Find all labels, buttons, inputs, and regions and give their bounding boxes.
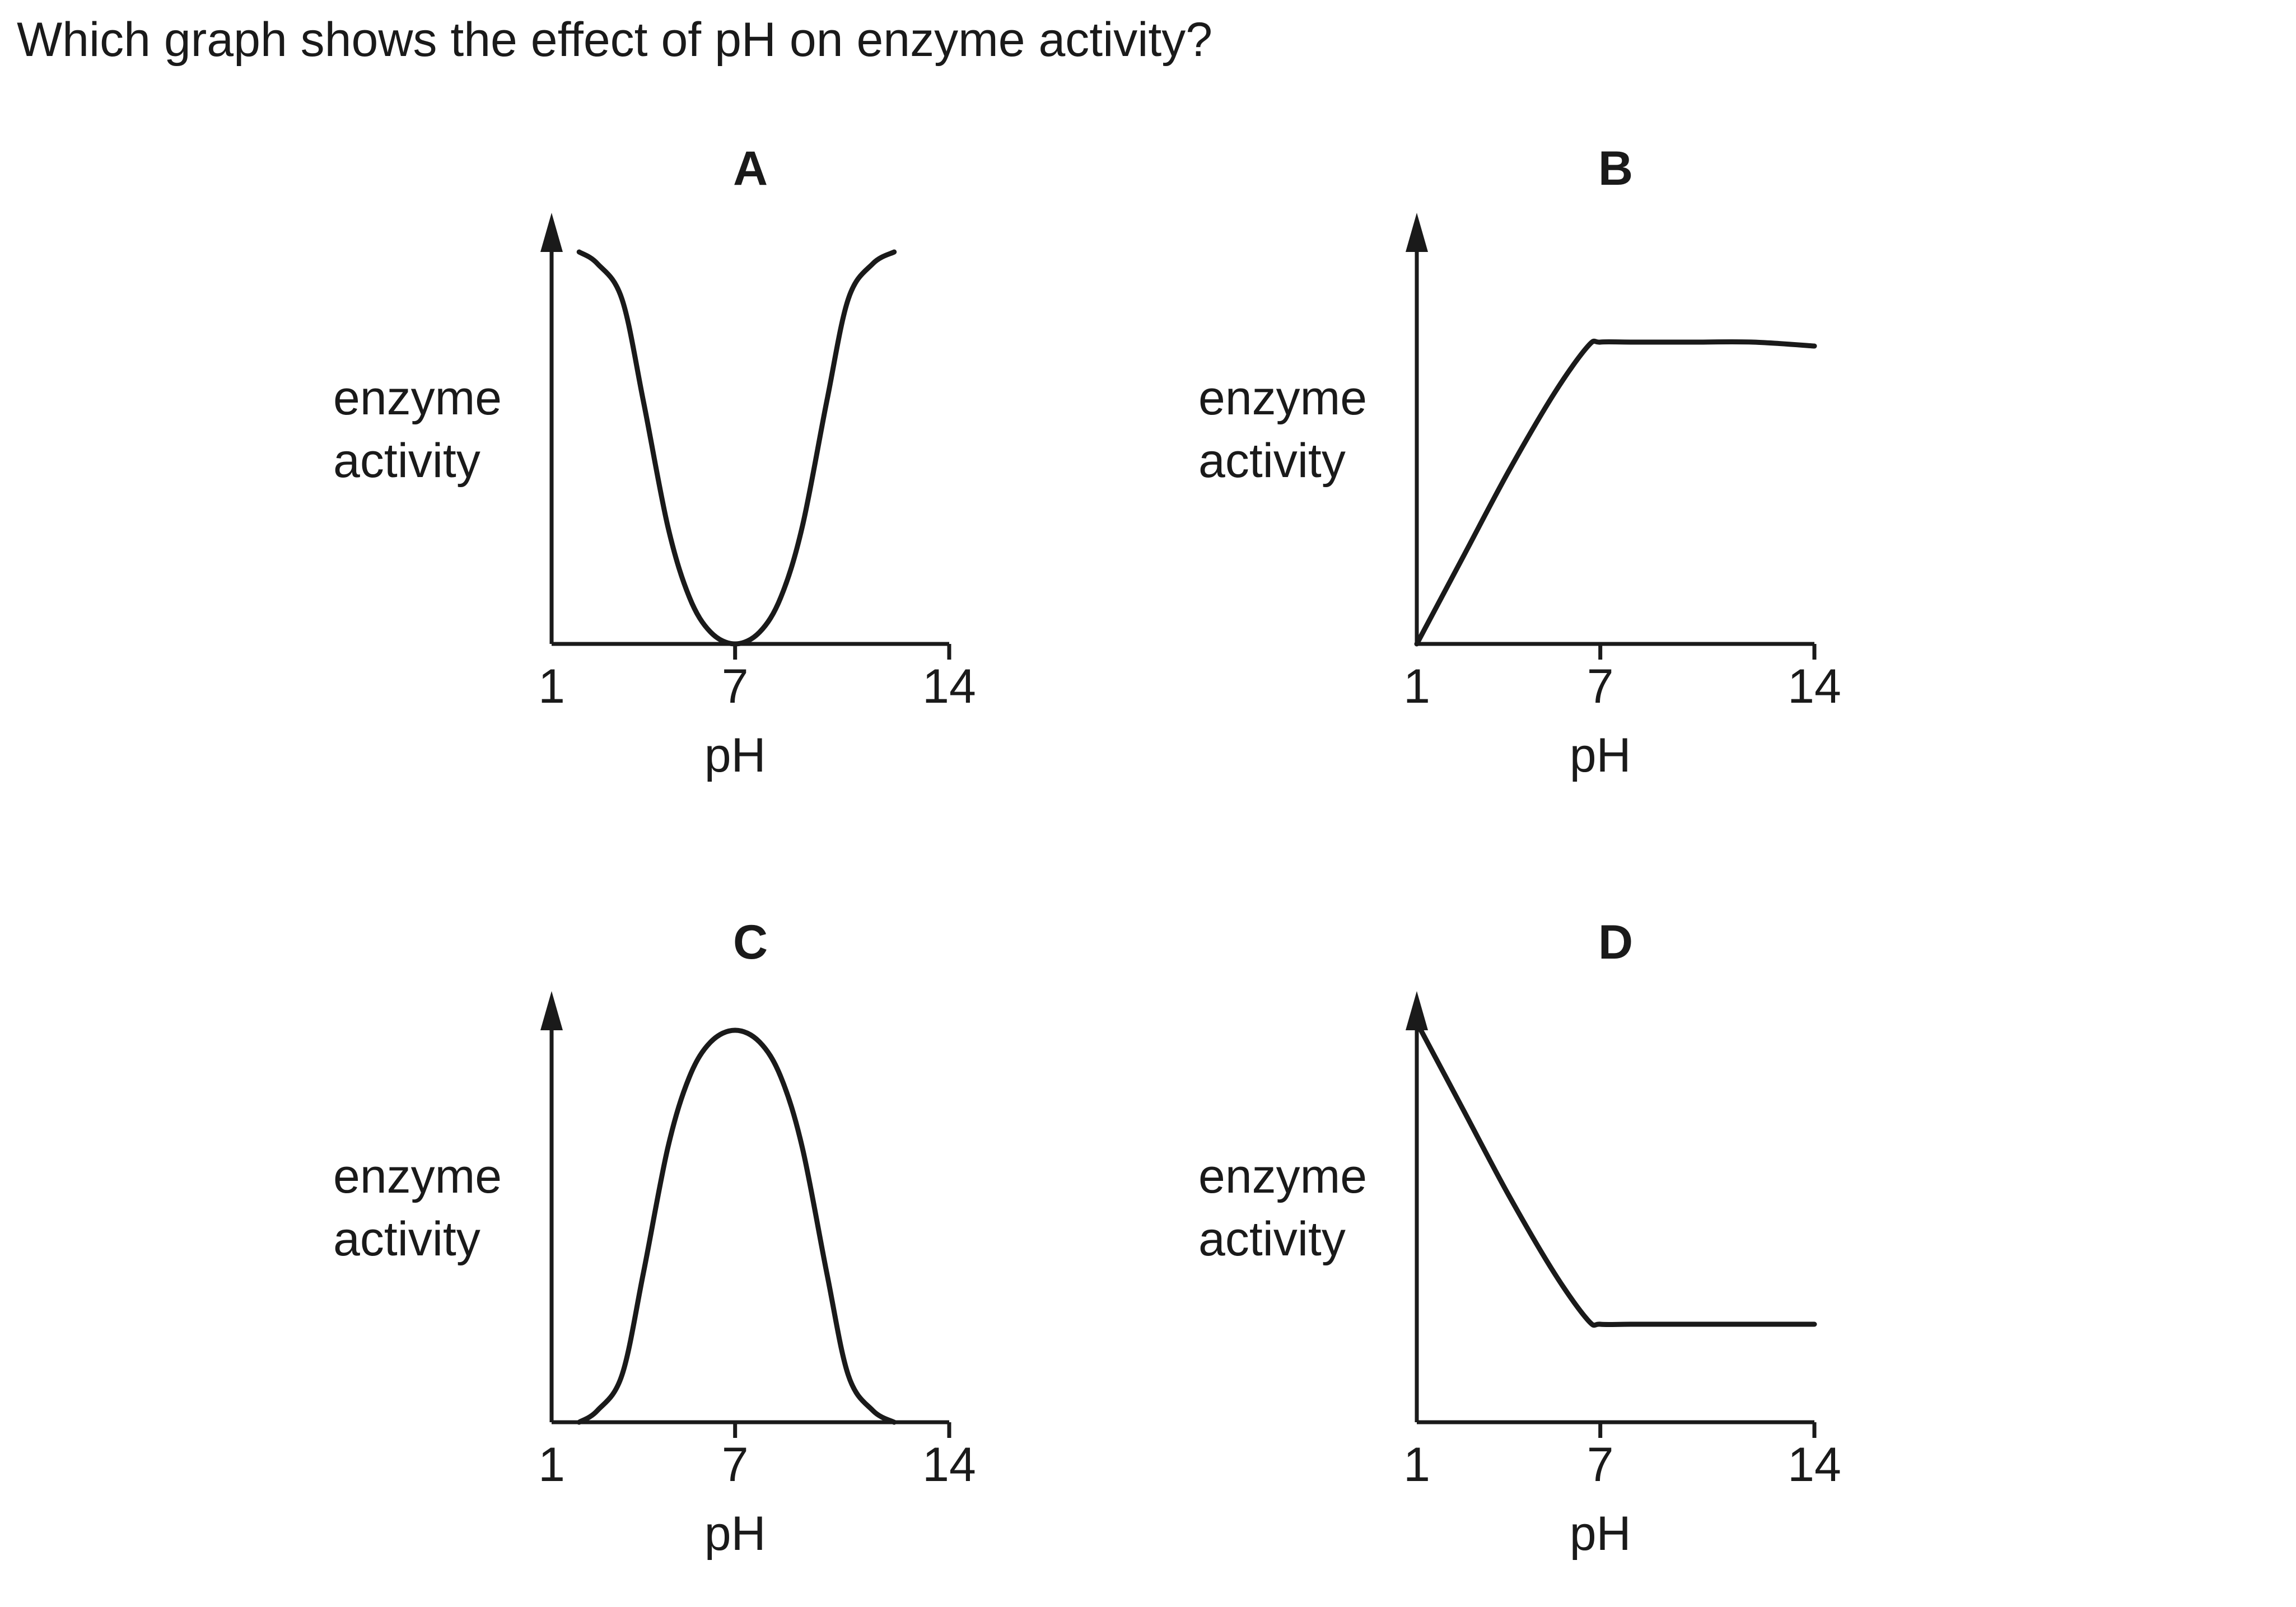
series-line (576, 249, 897, 647)
x-tick-label: 1 (1403, 1438, 1430, 1492)
y-axis-label: enzyme (1198, 371, 1367, 425)
panel-b: B 1 7 14 pH enzyme activity (1198, 142, 1841, 782)
y-axis-label: enzyme (1198, 1150, 1367, 1203)
x-axis-label: pH (1570, 1507, 1631, 1561)
x-tick-label: 1 (1403, 660, 1430, 713)
x-tick-label: 7 (722, 660, 749, 713)
x-axis-label: pH (1570, 728, 1631, 782)
x-tick-label: 14 (922, 1438, 976, 1492)
y-axis-label: enzyme (333, 1150, 502, 1203)
series-line (576, 1027, 897, 1425)
y-axis-label: activity (333, 434, 480, 488)
x-tick-label: 7 (1587, 1438, 1614, 1492)
y-axis-label: activity (1198, 434, 1346, 488)
x-tick-label: 14 (922, 660, 976, 713)
panel-label: C (733, 915, 768, 969)
y-axis-label: activity (1198, 1212, 1346, 1266)
y-axis-arrow-icon (1406, 991, 1428, 1030)
x-axis-label: pH (704, 728, 766, 782)
y-axis-arrow-icon (540, 991, 563, 1030)
question-text: Which graph shows the effect of pH on en… (17, 13, 1213, 67)
y-axis-label: enzyme (333, 371, 502, 425)
y-axis-arrow-icon (540, 213, 563, 252)
x-tick-label: 7 (722, 1438, 749, 1492)
x-tick-label: 14 (1788, 1438, 1841, 1492)
panel-label: D (1598, 915, 1633, 969)
panel-a: A 1 7 14 pH enzyme activity (333, 142, 976, 782)
series-line (1414, 1020, 1817, 1328)
x-tick-label: 1 (538, 1438, 565, 1492)
panel-d: D 1 7 14 pH enzyme activity (1198, 915, 1841, 1561)
x-tick-label: 14 (1788, 660, 1841, 713)
y-axis-label: activity (333, 1212, 480, 1266)
x-axis-label: pH (704, 1507, 766, 1561)
series-line (1414, 338, 1817, 647)
y-axis-arrow-icon (1406, 213, 1428, 252)
panel-label: B (1598, 142, 1633, 195)
x-tick-label: 7 (1587, 660, 1614, 713)
x-tick-label: 1 (538, 660, 565, 713)
panel-c: C 1 7 14 pH enzyme activity (333, 915, 976, 1561)
panel-label: A (733, 142, 768, 195)
